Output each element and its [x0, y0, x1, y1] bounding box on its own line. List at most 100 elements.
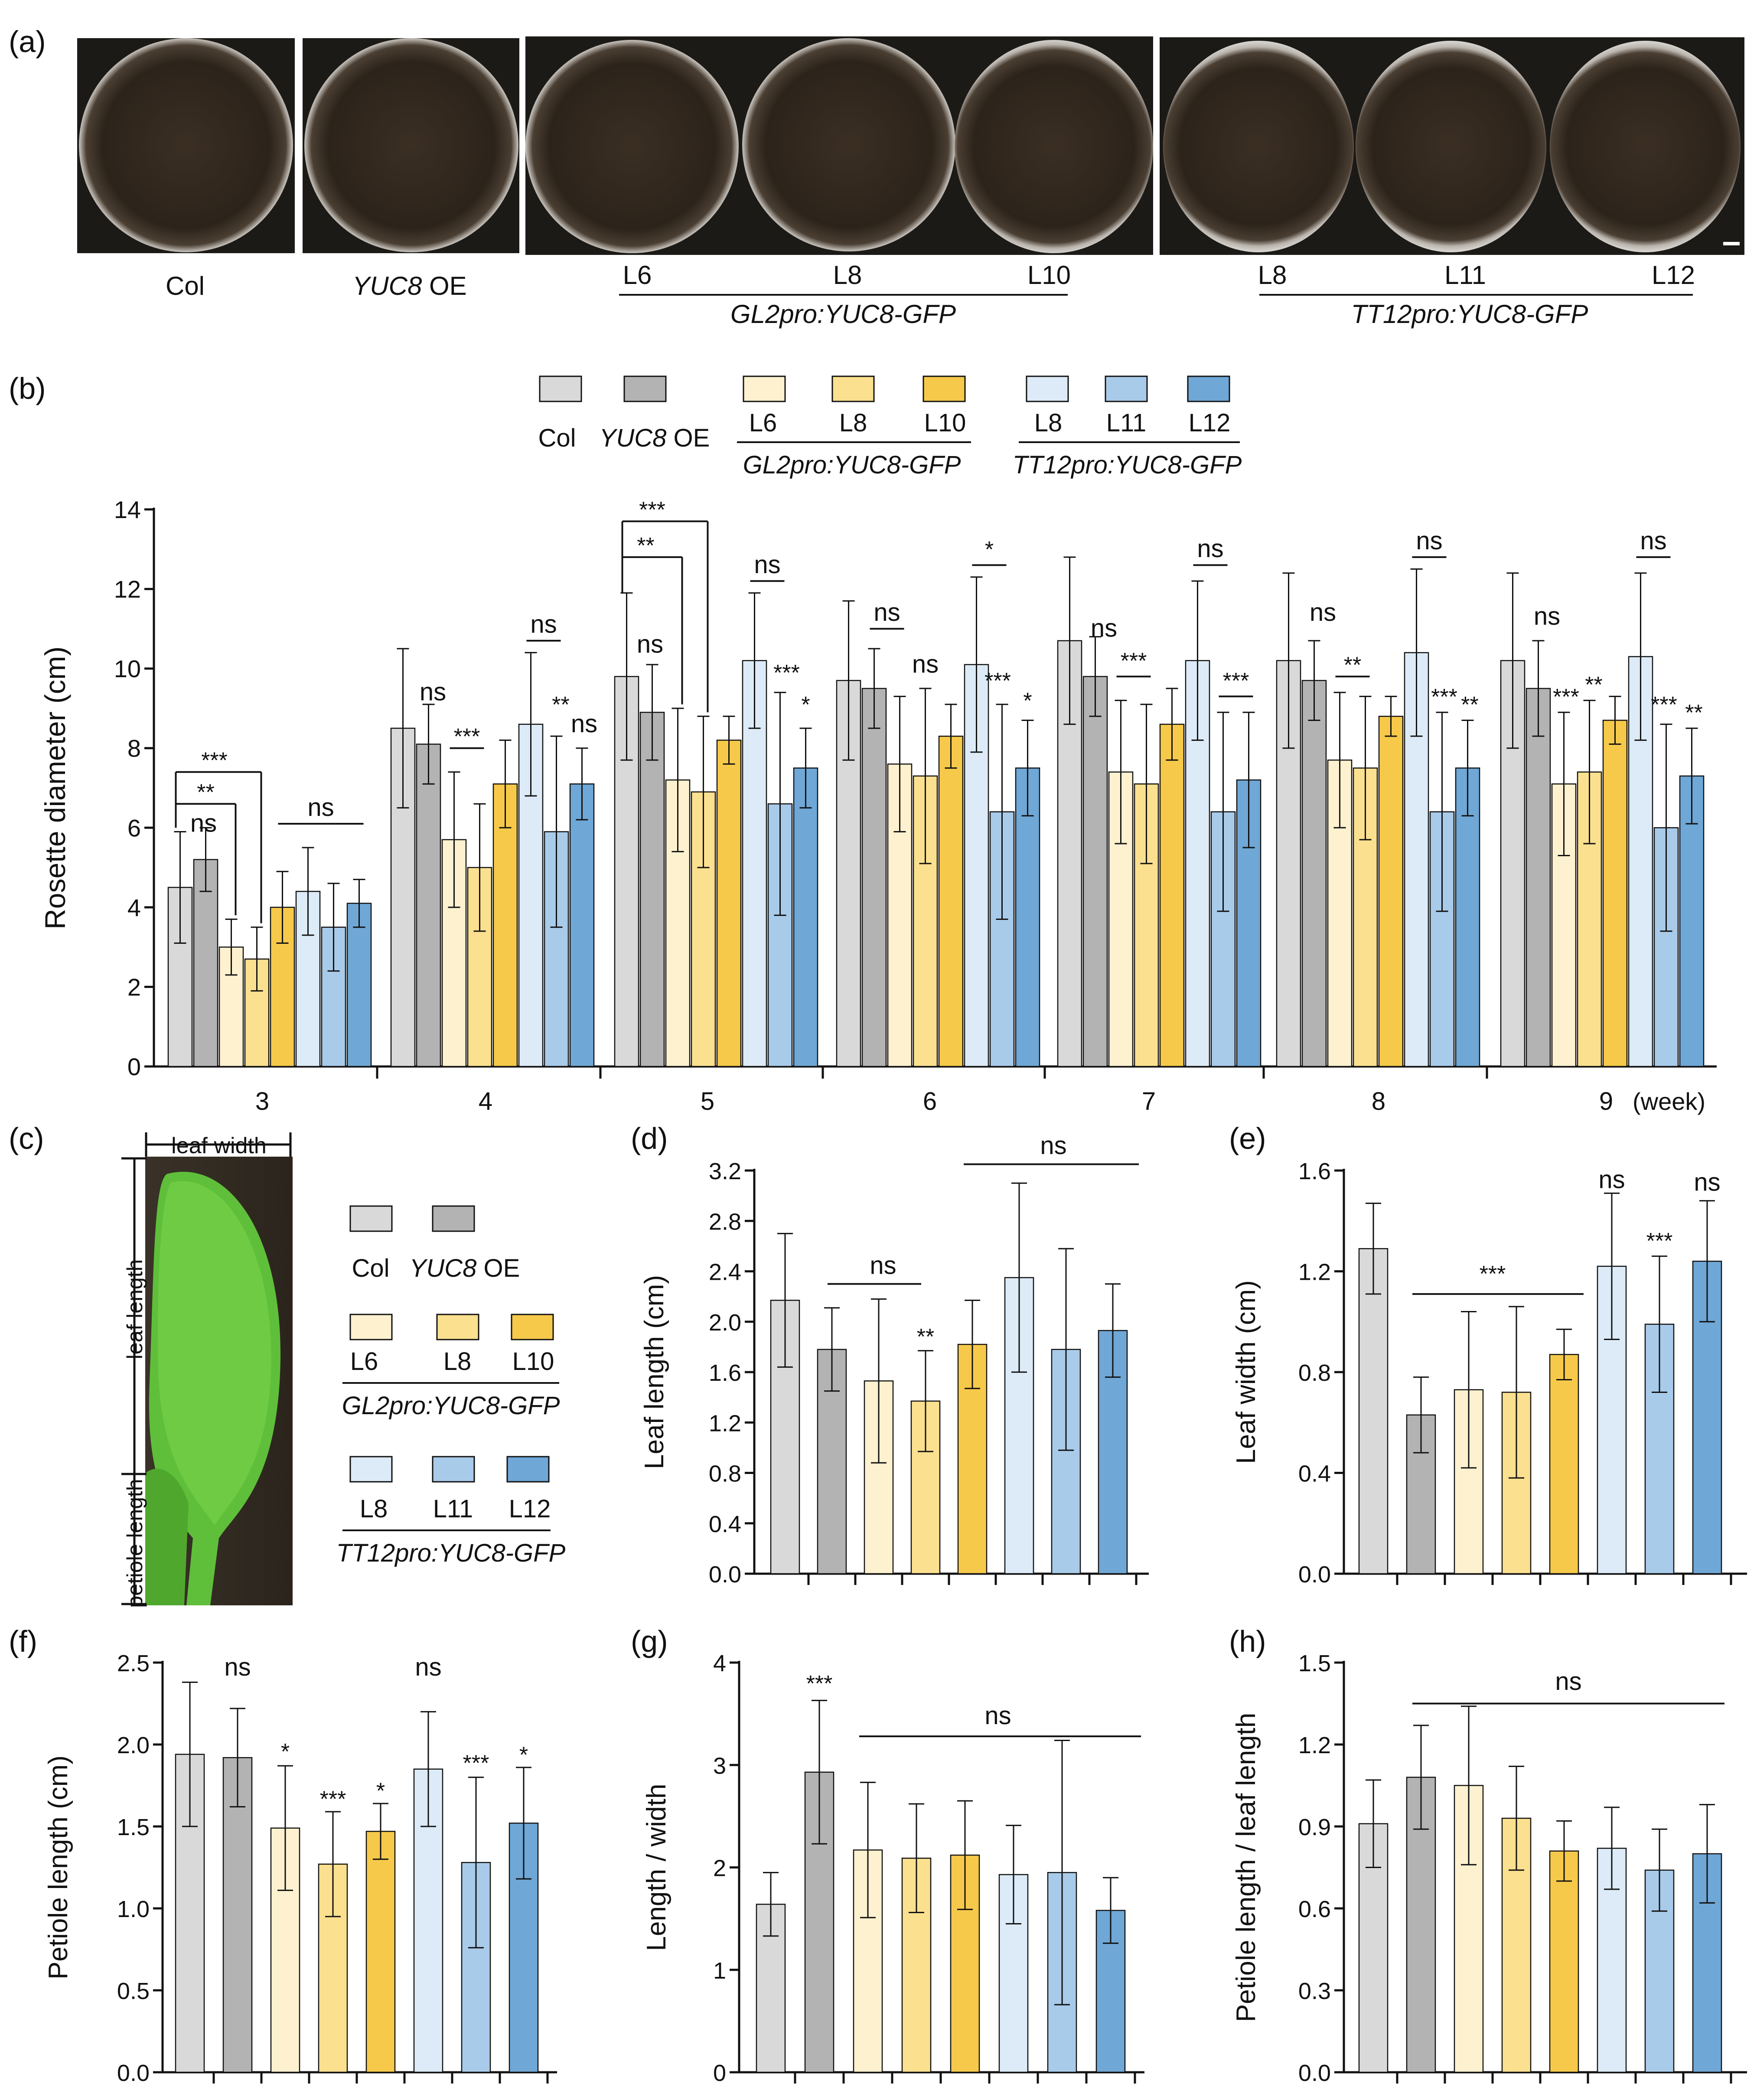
- sig-e: ***: [1480, 1262, 1506, 1287]
- bar-b-week8-yuc8-oe: [1301, 680, 1327, 1067]
- sig-e: ***: [1646, 1229, 1673, 1254]
- y-tick-label-g: 1: [713, 1958, 726, 1984]
- bar-b-week6-tt12-l12: [1015, 767, 1040, 1067]
- y-tick-label-b: 2: [127, 973, 141, 1001]
- x-tick-label-b: 3: [255, 1087, 269, 1115]
- caption-tt12-l8: L8: [1258, 261, 1287, 290]
- y-tick-label-b: 0: [127, 1053, 141, 1080]
- scale-bar: [1723, 242, 1740, 245]
- sig-b: **: [552, 692, 569, 717]
- y-tick-label-h: 0.3: [1298, 1978, 1331, 2004]
- chart-length-width-ratio: 0 1 2 3 4 Length / width *** ns: [642, 1650, 1144, 2086]
- y-tick-label-h: 0.9: [1298, 1814, 1331, 1840]
- y-tick-label-f: 2.0: [117, 1732, 150, 1758]
- sig-b: ns: [754, 551, 780, 579]
- bar-b-week6-gl2-l10: [938, 735, 964, 1067]
- caption-gl2-l10: L10: [1027, 261, 1071, 290]
- chart-leaf-length: 0.0 0.4 0.8 1.2 1.6 2.0 2.4 2.8 3.2 Leaf length (…: [639, 1132, 1149, 1588]
- legend-c-l6: L6: [350, 1347, 378, 1376]
- sig-b: ***: [639, 497, 665, 522]
- panel-label-d: (d): [631, 1122, 668, 1155]
- bar-b-week9-yuc8-oe: [1526, 688, 1551, 1067]
- sig-b: **: [197, 780, 214, 805]
- panel-label-f: (f): [9, 1624, 37, 1658]
- legend-c-t12: L12: [509, 1495, 551, 1523]
- sig-f: ***: [320, 1787, 346, 1812]
- x-tick-label-b: 7: [1142, 1087, 1156, 1115]
- y-tick-label-b: 6: [127, 814, 141, 841]
- legend-c-gl2: GL2pro:YUC8-GFP: [342, 1392, 560, 1420]
- legend-c-t8: L8: [360, 1495, 388, 1523]
- caption-oe: OE: [429, 271, 467, 300]
- legend-b-swatch-t12: [1187, 375, 1230, 402]
- sig-b: ***: [201, 748, 228, 773]
- legend-b-yuc8-oe: YUC8 OE: [600, 424, 710, 452]
- sig-f: *: [281, 1739, 290, 1764]
- y-axis-label-d: Leaf length (cm): [639, 1275, 669, 1469]
- y-tick-label-h: 1.2: [1298, 1732, 1331, 1758]
- bar-f-gl2-l10: [365, 1831, 396, 2073]
- y-tick-label-d: 0.4: [709, 1511, 741, 1537]
- panel-label-h: (h): [1229, 1624, 1266, 1658]
- legend-b-swatch-l6: [743, 375, 786, 402]
- panel-label-e: (e): [1229, 1122, 1266, 1155]
- y-tick-label-e: 0.4: [1298, 1461, 1331, 1487]
- legend-b-swatch-t11: [1105, 375, 1148, 402]
- caption-gl2-l6: L6: [623, 261, 652, 290]
- y-tick-label-d: 2.0: [709, 1310, 741, 1336]
- sig-b: ns: [637, 630, 663, 658]
- sig-b: ns: [874, 598, 900, 626]
- sig-b: ***: [454, 724, 480, 750]
- y-axis-label-h: Petiole length / leaf length: [1231, 1713, 1261, 2022]
- legend-c-swatch-t8: [349, 1456, 393, 1483]
- leaf-photo: [145, 1157, 293, 1605]
- x-tick-label-b: 8: [1372, 1087, 1385, 1115]
- sig-b: ***: [1121, 649, 1147, 674]
- legend-c-swatch-t11: [432, 1456, 475, 1483]
- legend-c-yuc8: YUC8: [410, 1254, 477, 1282]
- bar-b-week5-tt12-l12: [793, 767, 818, 1067]
- y-tick-label-d: 2.8: [709, 1209, 741, 1235]
- sig-b: **: [637, 533, 654, 558]
- sig-b: ns: [1534, 602, 1560, 630]
- caption-yuc8: YUC8: [352, 271, 422, 300]
- leaf-length-label: leaf length: [123, 1259, 147, 1360]
- sig-b: ns: [1197, 535, 1223, 563]
- y-tick-label-b: 10: [114, 655, 141, 682]
- sig-b: *: [985, 537, 994, 562]
- bar-b-week5-gl2-l10: [716, 740, 742, 1067]
- y-tick-label-d: 3.2: [709, 1158, 741, 1184]
- y-tick-label-e: 0.0: [1298, 1562, 1331, 1588]
- legend-c-swatch-t12: [506, 1456, 550, 1483]
- sig-b: ns: [190, 809, 217, 837]
- sig-b: ***: [1553, 685, 1579, 710]
- sig-b: ns: [1640, 527, 1666, 555]
- bar-b-week4-gl2-l10: [492, 783, 518, 1067]
- y-tick-label-g: 2: [713, 1855, 726, 1882]
- y-axis-label-g: Length / width: [642, 1784, 672, 1951]
- bar-b-week4-gl2-l8: [467, 867, 492, 1067]
- legend-c-tt12: TT12pro:YUC8-GFP: [336, 1539, 566, 1567]
- caption-yuc8-oe: YUC8 OE: [352, 271, 466, 300]
- sig-b: *: [801, 692, 810, 717]
- panel-label-a: (a): [9, 25, 46, 59]
- legend-b-swatch-col: [539, 375, 582, 402]
- sig-b: **: [1461, 692, 1478, 717]
- bar-b-week9-tt12-l12: [1679, 775, 1705, 1067]
- bar-b-week8-gl2-l10: [1378, 716, 1404, 1067]
- legend-b-col: Col: [538, 424, 576, 452]
- legend-c-swatch-col: [349, 1205, 393, 1232]
- legend-b-tt12: TT12pro:YUC8-GFP: [1013, 451, 1242, 479]
- y-tick-label-g: 0: [713, 2060, 726, 2086]
- sig-d: ns: [1040, 1132, 1066, 1160]
- legend-b-gl2: GL2pro:YUC8-GFP: [743, 451, 961, 479]
- legend-b-t8: L8: [1034, 409, 1063, 437]
- caption-tt12: TT12pro:YUC8-GFP: [1351, 300, 1588, 329]
- y-tick-label-b: 4: [127, 894, 141, 921]
- legend-b-t12: L12: [1189, 409, 1231, 437]
- sig-b: ns: [530, 610, 557, 639]
- sig-b: ns: [307, 793, 334, 822]
- y-tick-label-d: 0.0: [709, 1562, 741, 1588]
- bar-e-gl2-l10: [1549, 1354, 1579, 1575]
- bar-b-week6-yuc8-oe: [861, 688, 887, 1067]
